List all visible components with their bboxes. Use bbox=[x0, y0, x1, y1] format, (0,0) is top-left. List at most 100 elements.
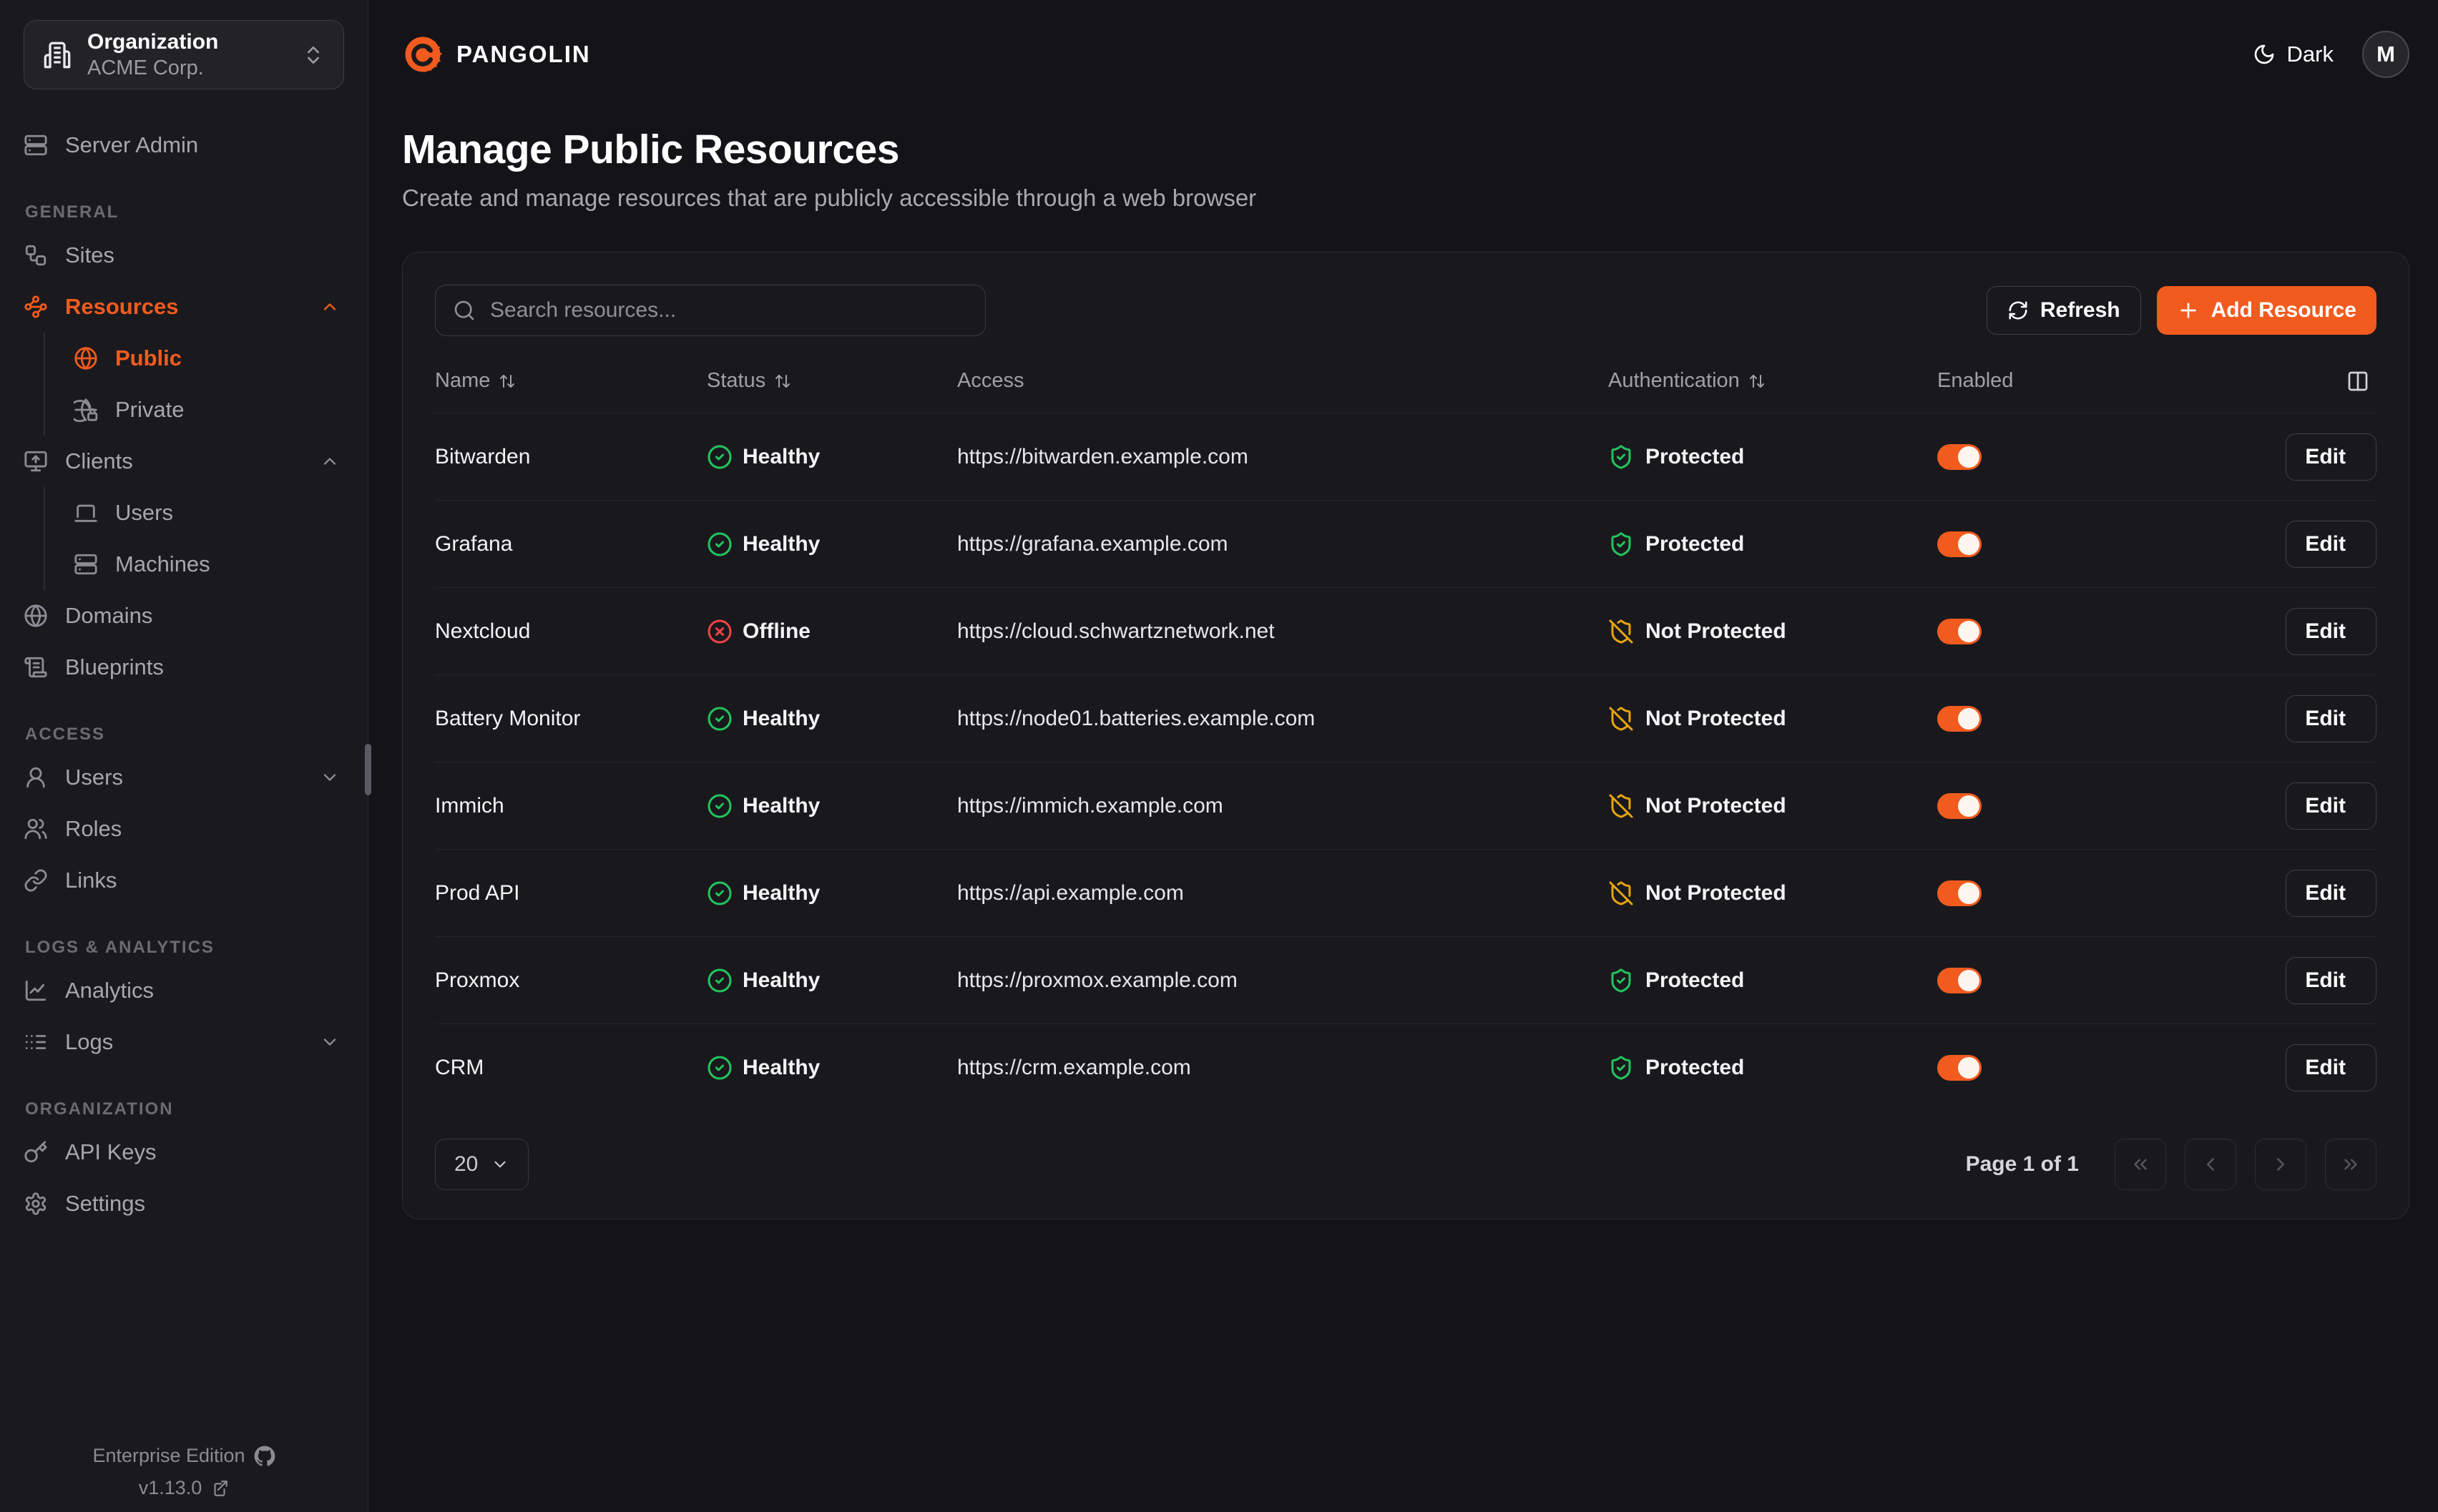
row-more-button[interactable] bbox=[2250, 537, 2264, 551]
sidebar-item-server-admin[interactable]: Server Admin bbox=[24, 119, 344, 171]
columns-icon[interactable] bbox=[2339, 363, 2376, 400]
auth-label: Not Protected bbox=[1645, 793, 1786, 818]
status-dropdown[interactable]: Healthy bbox=[707, 968, 833, 993]
enabled-toggle[interactable] bbox=[1937, 1055, 1982, 1081]
github-icon[interactable] bbox=[254, 1445, 275, 1467]
edit-button[interactable]: Edit bbox=[2286, 694, 2376, 742]
plus-icon bbox=[2177, 299, 2200, 322]
name-cell: Bitwarden bbox=[435, 445, 707, 469]
status-label: Healthy bbox=[743, 1056, 821, 1079]
sidebar-item-links[interactable]: Links bbox=[24, 855, 344, 906]
auth-label: Protected bbox=[1645, 531, 1745, 556]
status-dropdown[interactable]: Healthy bbox=[707, 706, 833, 732]
pangolin-logo-icon bbox=[402, 34, 444, 75]
toggle-knob bbox=[1958, 1057, 1979, 1079]
add-resource-button[interactable]: Add Resource bbox=[2156, 286, 2376, 335]
sidebar-item-public[interactable]: Public bbox=[74, 333, 344, 384]
status-dropdown[interactable]: Offline bbox=[707, 619, 823, 644]
column-header-authentication[interactable]: Authentication bbox=[1608, 369, 1937, 393]
enabled-toggle[interactable] bbox=[1937, 531, 1982, 557]
sidebar-item-domains[interactable]: Domains bbox=[24, 590, 344, 642]
sidebar-item-api-keys[interactable]: API Keys bbox=[24, 1126, 344, 1178]
sidebar-item-settings[interactable]: Settings bbox=[24, 1178, 344, 1229]
access-cell: https://proxmox.example.com bbox=[957, 968, 1608, 993]
status-label: Healthy bbox=[743, 706, 821, 730]
status-dropdown[interactable]: Healthy bbox=[707, 793, 833, 819]
refresh-button[interactable]: Refresh bbox=[1986, 286, 2141, 335]
enabled-toggle[interactable] bbox=[1937, 443, 1982, 470]
sidebar-item-machines[interactable]: Machines bbox=[74, 539, 344, 590]
brand[interactable]: PANGOLIN bbox=[402, 34, 591, 75]
sort-icon bbox=[774, 373, 791, 390]
edit-button[interactable]: Edit bbox=[2286, 607, 2376, 655]
access-cell: https://cloud.schwartznetwork.net bbox=[957, 619, 1608, 644]
table-row: Prod API Healthy https://api.example.com… bbox=[435, 850, 2376, 937]
enabled-cell bbox=[1937, 443, 2116, 470]
sidebar-item-clients[interactable]: Clients bbox=[24, 436, 344, 487]
edit-button[interactable]: Edit bbox=[2286, 1044, 2376, 1091]
edit-button[interactable]: Edit bbox=[2286, 433, 2376, 481]
enabled-toggle[interactable] bbox=[1937, 705, 1982, 732]
row-more-button[interactable] bbox=[2250, 1061, 2264, 1075]
prev-page-button[interactable] bbox=[2185, 1139, 2236, 1190]
sidebar-item-label: Logs bbox=[65, 1029, 114, 1054]
external-link-icon[interactable] bbox=[210, 1479, 229, 1498]
sidebar-item-users[interactable]: Users bbox=[24, 752, 344, 803]
sidebar-item-users[interactable]: Users bbox=[74, 487, 344, 539]
status-dropdown[interactable]: Healthy bbox=[707, 531, 833, 557]
enabled-toggle[interactable] bbox=[1937, 967, 1982, 993]
user-icon bbox=[24, 765, 48, 790]
edit-label: Edit bbox=[2305, 793, 2346, 818]
auth-cell: Protected bbox=[1608, 1055, 1937, 1081]
theme-toggle-button[interactable]: Dark bbox=[2253, 41, 2334, 67]
edit-button[interactable]: Edit bbox=[2286, 782, 2376, 830]
sidebar-item-sites[interactable]: Sites bbox=[24, 230, 344, 281]
edit-button[interactable]: Edit bbox=[2286, 869, 2376, 917]
row-more-button[interactable] bbox=[2250, 886, 2264, 900]
search-input[interactable] bbox=[490, 298, 968, 323]
row-more-button[interactable] bbox=[2250, 450, 2264, 464]
first-page-button[interactable] bbox=[2115, 1139, 2166, 1190]
sidebar-resize-handle[interactable] bbox=[365, 744, 371, 795]
shield-check-icon bbox=[1608, 968, 1634, 993]
row-more-button[interactable] bbox=[2250, 712, 2264, 726]
circle-check-icon bbox=[707, 531, 733, 557]
page-size-select[interactable]: 20 bbox=[435, 1139, 529, 1190]
actions-cell: Edit bbox=[2116, 869, 2376, 917]
edit-button[interactable]: Edit bbox=[2286, 520, 2376, 568]
sidebar-item-label: Users bbox=[115, 500, 173, 525]
enabled-toggle[interactable] bbox=[1937, 880, 1982, 906]
auth-cell: Not Protected bbox=[1608, 880, 1937, 906]
chevron-up-icon bbox=[320, 297, 340, 317]
shield-off-icon bbox=[1608, 706, 1634, 732]
next-page-button[interactable] bbox=[2255, 1139, 2306, 1190]
resource-name: Prod API bbox=[435, 880, 520, 905]
chevron-down-icon bbox=[320, 1032, 340, 1052]
sidebar-item-resources[interactable]: Resources bbox=[24, 281, 344, 333]
edit-button[interactable]: Edit bbox=[2286, 956, 2376, 1004]
table-body: Bitwarden Healthy https://bitwarden.exam… bbox=[435, 413, 2376, 1111]
status-dropdown[interactable]: Healthy bbox=[707, 444, 833, 470]
sidebar-item-blueprints[interactable]: Blueprints bbox=[24, 642, 344, 693]
auth-label: Protected bbox=[1645, 444, 1745, 468]
row-more-button[interactable] bbox=[2250, 973, 2264, 988]
sidebar-item-analytics[interactable]: Analytics bbox=[24, 965, 344, 1016]
sidebar-item-private[interactable]: Private bbox=[74, 384, 344, 436]
org-switcher[interactable]: Organization ACME Corp. bbox=[24, 20, 344, 89]
status-dropdown[interactable]: Healthy bbox=[707, 1055, 833, 1081]
column-header-status[interactable]: Status bbox=[707, 369, 957, 393]
row-more-button[interactable] bbox=[2250, 624, 2264, 639]
column-header-name[interactable]: Name bbox=[435, 369, 707, 393]
avatar[interactable]: M bbox=[2362, 31, 2409, 78]
org-label: Organization bbox=[87, 29, 219, 54]
row-more-button[interactable] bbox=[2250, 799, 2264, 813]
last-page-button[interactable] bbox=[2325, 1139, 2376, 1190]
status-dropdown[interactable]: Healthy bbox=[707, 880, 833, 906]
enabled-toggle[interactable] bbox=[1937, 792, 1982, 819]
sidebar-item-logs[interactable]: Logs bbox=[24, 1016, 344, 1068]
auth-label: Protected bbox=[1645, 1056, 1745, 1079]
column-header-enabled: Enabled bbox=[1937, 369, 2116, 393]
circle-check-icon bbox=[707, 793, 733, 819]
sidebar-item-roles[interactable]: Roles bbox=[24, 803, 344, 855]
enabled-toggle[interactable] bbox=[1937, 618, 1982, 644]
